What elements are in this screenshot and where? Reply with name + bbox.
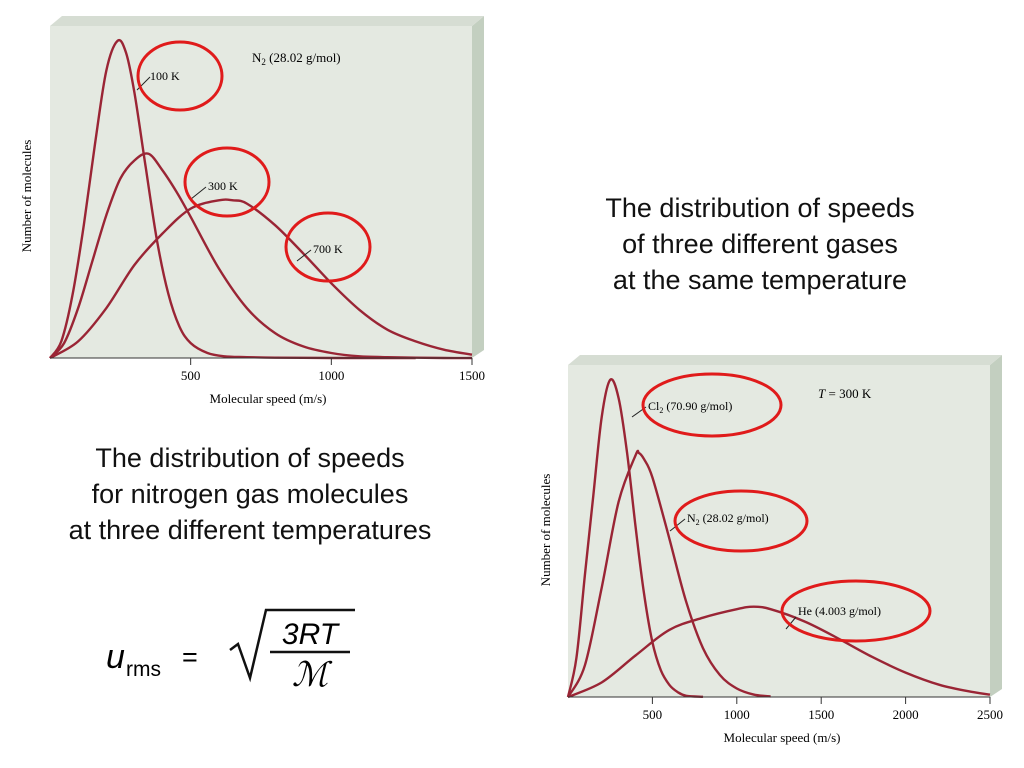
chart-gases-svg: 500 1000 1500 2000 2500 Molecular speed (m/s…	[538, 355, 1003, 745]
series-label-cl2: Cl2 (70.90 g/mol)	[648, 399, 732, 415]
series-line-1-1	[566, 449, 771, 698]
x-tick-label-1-4: 2500	[977, 707, 1003, 722]
formula-svg: u rms = 3RT ℳ	[106, 608, 355, 694]
caption-right-line-3: at the same temperature	[612, 265, 908, 295]
leader-line-he	[785, 616, 797, 630]
series-label-300k: 300 K	[208, 179, 238, 193]
x-axis-label: Molecular speed (m/s)	[210, 391, 327, 406]
series-label-n2: N2 (28.02 g/mol)	[687, 511, 769, 527]
y-axis-label: Number of molecules	[538, 474, 553, 587]
caption-left-line-2: for nitrogen gas molecules	[91, 479, 409, 509]
y-axis-label: Number of molecules	[19, 140, 34, 253]
leader-line-300k	[190, 186, 207, 200]
sqrt-sign	[229, 608, 355, 683]
plot-panel	[50, 26, 472, 358]
series-line-1-0	[566, 378, 704, 698]
curves-group	[566, 378, 991, 699]
chart-n2-svg: 500 1000 1500 Molecular speed (m/s) Number…	[19, 16, 485, 406]
series-label-700k: 700 K	[313, 242, 343, 256]
ticks-group: 500 1000 1500 2000 2500	[643, 697, 1003, 722]
highlight-circle-cl2	[641, 372, 783, 438]
rms-speed-formula: u rms = 3RT ℳ	[100, 600, 400, 695]
caption-right: The distribution of speeds of three diff…	[505, 190, 1015, 298]
panel-top	[568, 355, 1002, 365]
x-tick-label-1-2: 1500	[808, 707, 834, 722]
caption-left-line-3: at three different temperatures	[68, 515, 432, 545]
panel-side	[472, 16, 484, 358]
chart-n2-temperatures: 500 1000 1500 Molecular speed (m/s) Number…	[0, 0, 500, 420]
x-tick-label-0-2: 1500	[459, 368, 485, 383]
highlight-circle-n2	[673, 489, 809, 553]
highlight-circle-700k	[284, 211, 372, 283]
ticks-group: 500 1000 1500	[181, 358, 485, 383]
highlight-circle-100k	[136, 40, 224, 112]
caption-right-line-2: of three different gases	[622, 229, 898, 259]
x-tick-label-0-0: 500	[181, 368, 201, 383]
leader-line-700k	[296, 249, 312, 262]
formula-lhs: u	[106, 638, 125, 676]
x-axis-label: Molecular speed (m/s)	[724, 730, 841, 745]
panel-top	[50, 16, 484, 26]
caption-right-line-1: The distribution of speeds	[605, 193, 915, 223]
plot-panel	[568, 365, 990, 697]
temperature-annotation: T = 300 K	[818, 386, 872, 401]
x-tick-label-1-0: 500	[643, 707, 663, 722]
series-label-he: He (4.003 g/mol)	[798, 604, 881, 618]
panel-side	[990, 355, 1002, 697]
x-tick-label-1-1: 1000	[724, 707, 750, 722]
leader-line-n2	[669, 518, 686, 532]
series-line-1-2	[567, 605, 991, 699]
highlight-circle-he	[780, 579, 932, 643]
formula-denominator: ℳ	[292, 657, 333, 694]
series-line-0-2	[49, 198, 473, 360]
formula-equals: =	[182, 642, 198, 672]
gas-annotation: N2 (28.02 g/mol)	[252, 50, 341, 67]
x-tick-label-1-3: 2000	[893, 707, 919, 722]
x-tick-label-0-1: 1000	[318, 368, 344, 383]
caption-left: The distribution of speeds for nitrogen …	[0, 440, 500, 548]
caption-left-line-1: The distribution of speeds	[95, 443, 405, 473]
series-label-100k: 100 K	[150, 69, 180, 83]
formula-subscript: rms	[126, 658, 161, 681]
formula-numerator: 3RT	[282, 618, 341, 651]
series-line-0-1	[49, 152, 473, 360]
chart-gases-300k: 500 1000 1500 2000 2500 Molecular speed (m/s…	[520, 345, 1024, 765]
highlight-circle-300k	[183, 146, 271, 218]
